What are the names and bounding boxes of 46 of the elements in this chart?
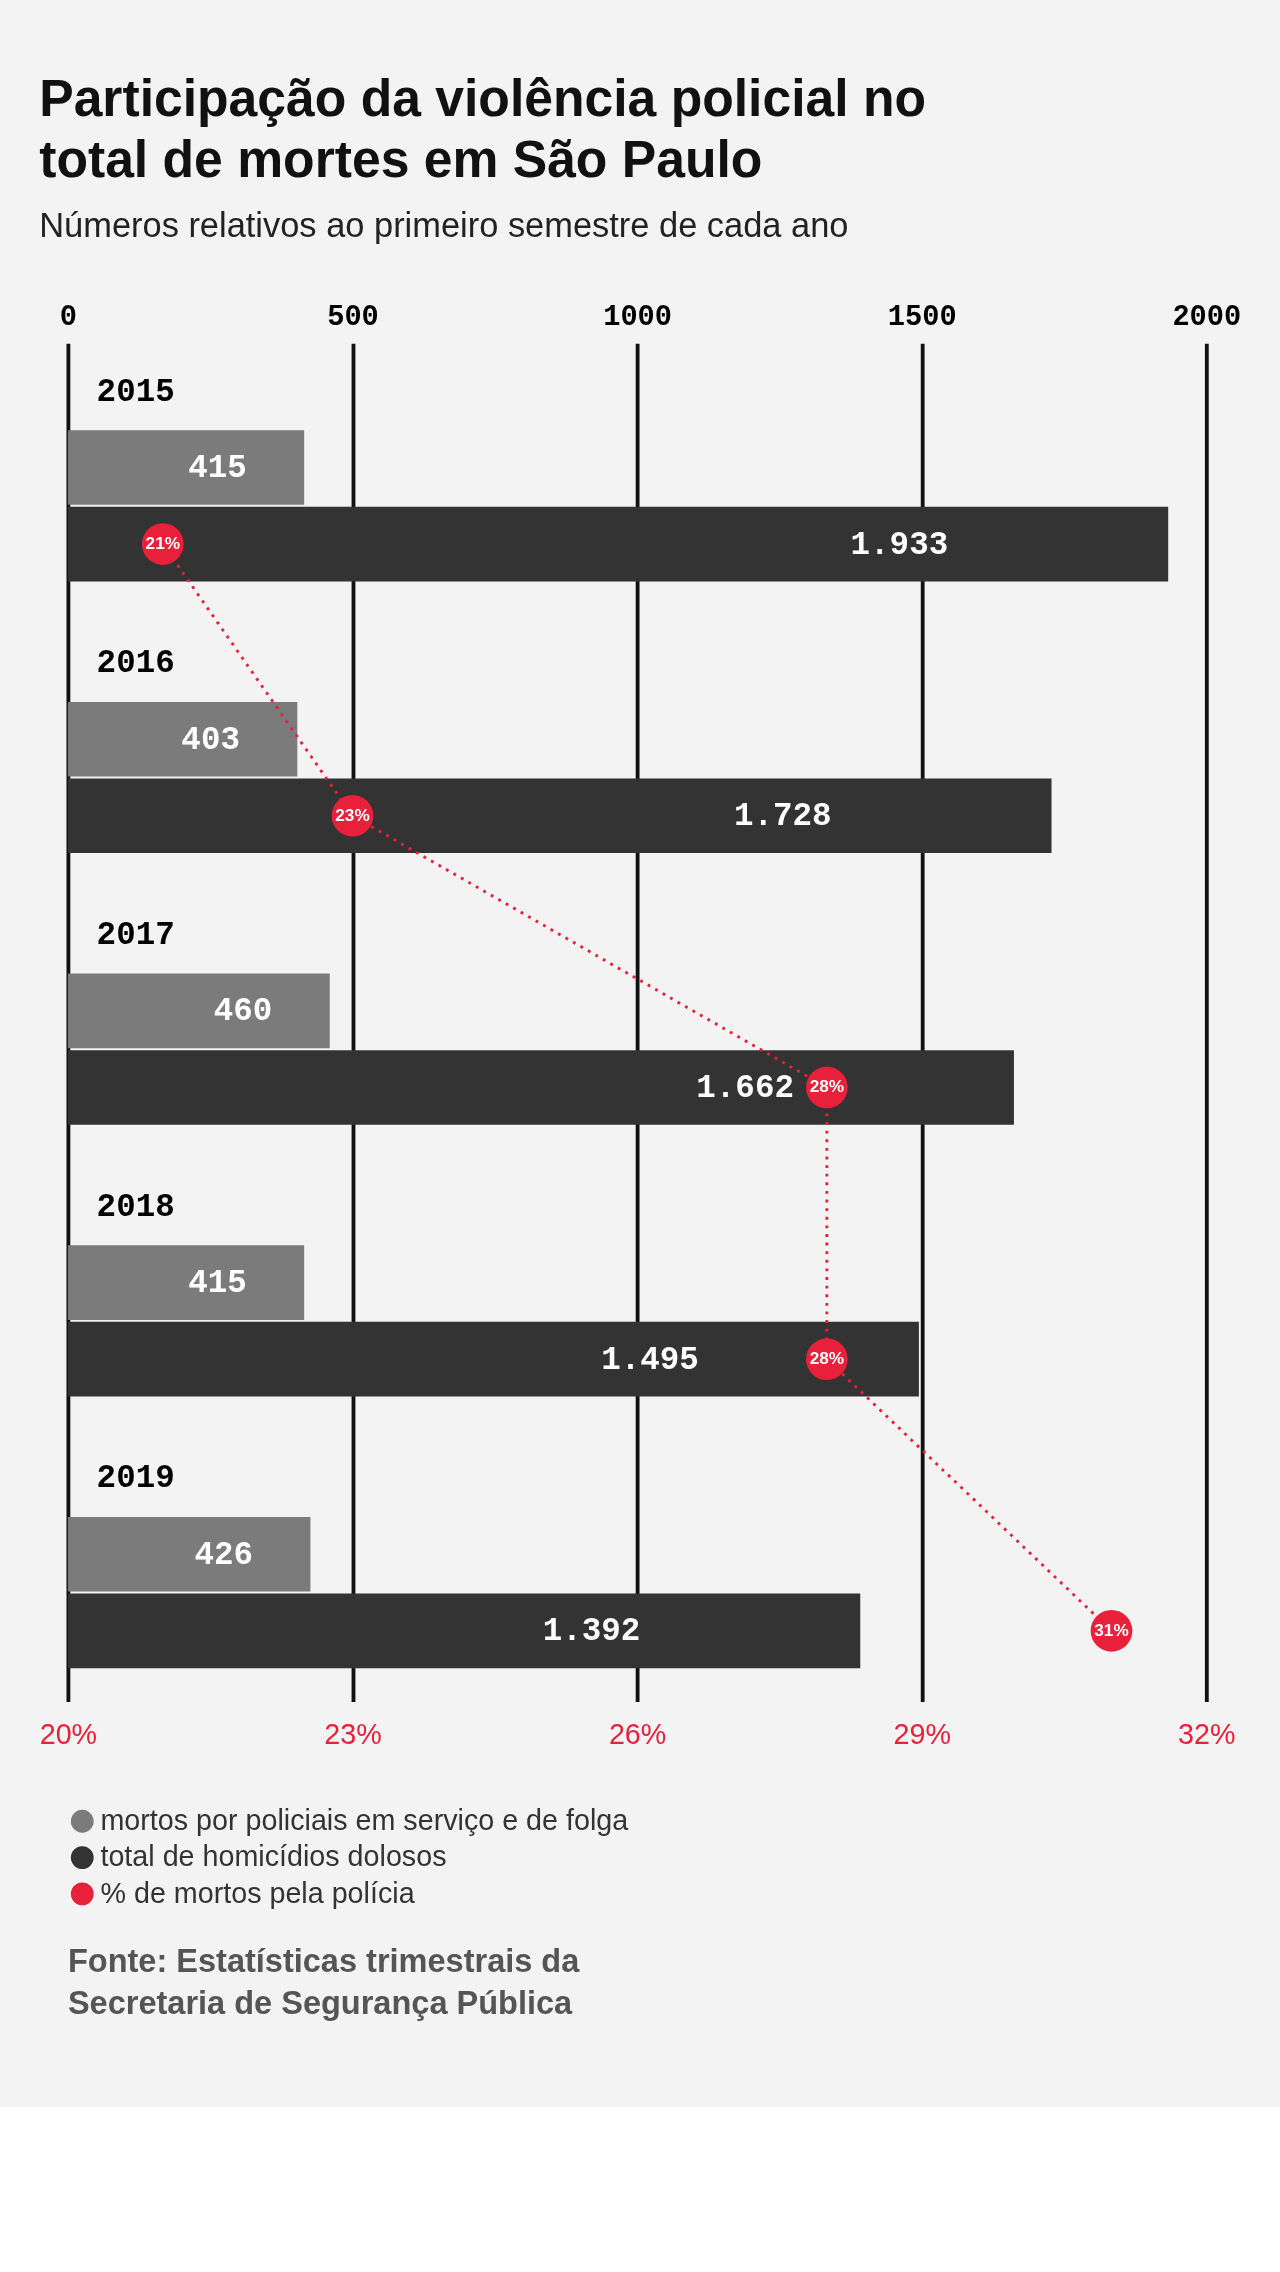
data-label: 1.662: [696, 1070, 794, 1108]
x2-tick-label: 32%: [1178, 1718, 1236, 1751]
data-label: 1.392: [542, 1613, 641, 1651]
x2-tick-label: 29%: [893, 1718, 951, 1751]
data-label: 403: [181, 721, 240, 759]
y-tick-label: 2016: [96, 645, 175, 683]
data-label: 1.495: [601, 1341, 699, 1379]
bar: [67, 1593, 861, 1669]
bar: [67, 701, 298, 777]
bar: [67, 1321, 919, 1397]
x2-tick-label: 20%: [39, 1718, 98, 1751]
x-tick-label: 1500: [887, 300, 957, 334]
bar: [67, 1050, 1014, 1125]
chart-title: Participação da violência policial no total de mortes em São Paulo: [39, 68, 926, 188]
x2-tick-label: 26%: [608, 1718, 667, 1751]
y-tick-label: 2018: [96, 1188, 175, 1226]
bar: [67, 1245, 305, 1320]
bar: [67, 1517, 311, 1592]
y-tick-label: 2015: [96, 373, 175, 411]
chart-subtitle: Números relativos ao primeiro semestre de cada ano: [39, 206, 849, 244]
bar: [67, 778, 1052, 854]
legend-label: total de homicídios dolosos: [100, 1840, 447, 1873]
data-label: 1.728: [733, 798, 832, 836]
x-tick-label: 0: [59, 300, 78, 334]
data-label: 426: [194, 1536, 254, 1574]
legend-label: % de mortos pela polícia: [100, 1876, 415, 1909]
bar: [67, 430, 305, 505]
x-tick-label: 2000: [1172, 300, 1242, 334]
y-tick-label: 2019: [96, 1460, 175, 1498]
data-label: 23%: [335, 804, 370, 825]
y-tick-label: 2017: [96, 916, 175, 954]
data-label: 31%: [1094, 1619, 1129, 1640]
bar: [67, 973, 330, 1049]
data-label: 415: [188, 450, 247, 488]
data-label: 415: [188, 1265, 247, 1303]
data-label: 21%: [145, 532, 181, 553]
x2-tick-label: 23%: [324, 1718, 382, 1751]
data-label: 460: [213, 993, 273, 1031]
x-tick-label: 500: [327, 300, 379, 334]
legend-label: mortos por policiais em serviço e de folga: [100, 1803, 629, 1836]
source-note: Fonte: Estatísticas trimestrais da Secretaria de Segurança Pública: [67, 1943, 581, 2022]
data-label: 28%: [809, 1076, 845, 1097]
data-label: 1.933: [850, 526, 949, 564]
data-label: 28%: [809, 1347, 845, 1368]
x-tick-label: 1000: [603, 300, 673, 334]
bar: [67, 506, 1169, 582]
